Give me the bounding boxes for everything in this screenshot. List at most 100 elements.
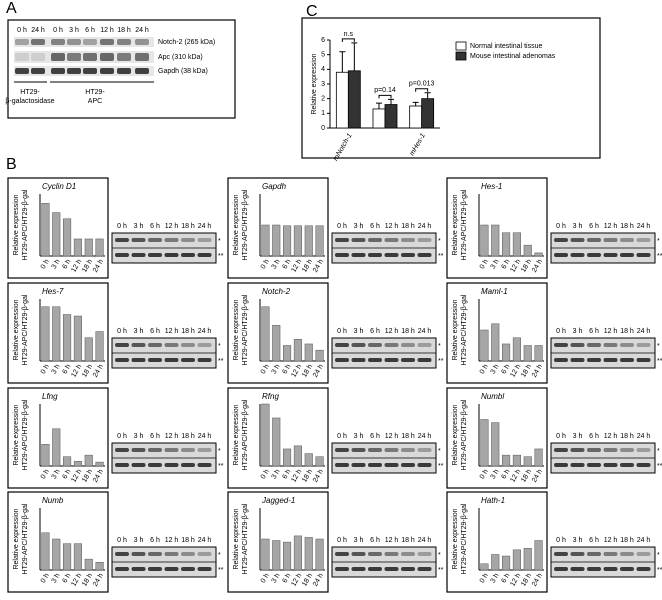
bar	[293, 225, 302, 257]
gel-band	[603, 448, 618, 452]
panel-label: B	[6, 156, 17, 173]
x-tick-label: 3 h	[51, 468, 62, 480]
gel-band	[603, 567, 618, 571]
gel-marker: *	[438, 448, 441, 455]
gel-band	[115, 238, 129, 242]
chart-title: Cyclin D1	[42, 182, 76, 191]
lane-label: 12 h	[100, 27, 114, 34]
x-tick-label: 6 h	[61, 363, 72, 375]
x-tick-label: 24 h	[531, 258, 544, 273]
x-tick-label: 24 h	[312, 468, 325, 483]
lane-label: 12 h	[385, 328, 399, 335]
group-label: HT29-	[20, 89, 40, 96]
gel-band	[384, 343, 399, 347]
lane-label: 0 h	[117, 223, 127, 230]
y-axis-label: HT29-APC/HT29-β-gal	[242, 294, 249, 365]
x-tick-label: 0 h	[260, 572, 271, 584]
y-axis-label: Relative expression	[13, 194, 20, 255]
y-axis-label: Relative expression	[311, 53, 318, 114]
x-tick-label: 24 h	[312, 572, 325, 587]
gel-band	[587, 448, 601, 452]
gel-band	[620, 552, 634, 556]
lane-label: 24 h	[31, 27, 45, 34]
bar	[73, 461, 82, 467]
gel-band	[384, 358, 399, 362]
gel-band	[401, 567, 415, 571]
gel-band	[603, 552, 618, 556]
y-axis-label: HT29-APC/HT29-β-gal	[461, 503, 468, 574]
chart-frame	[446, 177, 548, 279]
x-tick-label: 6 h	[281, 572, 292, 584]
lane-label: 6 h	[589, 223, 599, 230]
legend-label: Normal intestinal tissue	[470, 43, 542, 50]
lane-label: 3 h	[354, 328, 364, 335]
gel-marker: **	[438, 358, 444, 365]
y-axis-label: Relative expression	[233, 194, 240, 255]
blot-band	[31, 53, 45, 61]
blot-band	[135, 53, 149, 61]
bar	[95, 461, 104, 467]
gel-band	[181, 463, 195, 467]
gel-band	[131, 358, 146, 362]
gel-band	[164, 567, 179, 571]
chart-title: Jagged-1	[261, 496, 295, 505]
bar	[63, 456, 72, 467]
lane-label: 12 h	[385, 537, 399, 544]
lane-label: 3 h	[573, 537, 583, 544]
band-label: Notch-2 (265 kDa)	[158, 39, 215, 46]
error-bar	[424, 92, 431, 99]
legend-swatch	[455, 51, 467, 61]
error-bar	[376, 102, 382, 109]
bar	[335, 71, 349, 129]
lane-label: 6 h	[150, 223, 160, 230]
y-tick-label: 3	[321, 81, 325, 88]
bar	[502, 454, 511, 467]
x-tick-label: 0 h	[479, 258, 490, 270]
gel-band	[164, 253, 179, 257]
bar	[283, 345, 292, 362]
gel-band	[554, 358, 568, 362]
blot-band	[83, 39, 97, 45]
gel-band	[636, 463, 651, 467]
bar	[73, 543, 82, 571]
gel-band	[181, 343, 195, 347]
gel-band	[335, 567, 349, 571]
lane-label: 18 h	[620, 328, 634, 335]
x-tick-label: 0 h	[40, 572, 51, 584]
gel-marker: *	[657, 448, 660, 455]
gel-band	[554, 343, 568, 347]
gel-band	[603, 358, 618, 362]
gel-band	[115, 448, 129, 452]
y-tick-label: 5	[321, 52, 325, 59]
x-tick-label: 0 h	[40, 468, 51, 480]
gel-band	[368, 463, 382, 467]
gel-band	[335, 552, 349, 556]
gel-marker: **	[657, 567, 662, 574]
lane-label: 24 h	[637, 537, 651, 544]
gel-band	[636, 448, 651, 452]
bar	[315, 349, 324, 362]
gel-band	[620, 448, 634, 452]
gel-band	[351, 552, 366, 556]
chart-frame	[446, 282, 548, 384]
annotation: n.s	[344, 31, 354, 38]
gel-band	[384, 552, 399, 556]
gel-band	[148, 463, 162, 467]
gel-band	[603, 238, 618, 242]
lane-label: 6 h	[370, 223, 380, 230]
lane-label: 12 h	[165, 537, 179, 544]
x-tick-label: 3 h	[490, 468, 501, 480]
gel-band	[570, 448, 585, 452]
gel-band	[384, 463, 399, 467]
gel-band	[335, 253, 349, 257]
gel-band	[131, 253, 146, 257]
gel-band	[401, 238, 415, 242]
x-tick-label: 6 h	[500, 363, 511, 375]
x-tick-label: 6 h	[281, 258, 292, 270]
lane-label: 24 h	[198, 328, 212, 335]
bar	[63, 314, 72, 362]
gel-band	[570, 343, 585, 347]
gel-marker: **	[438, 463, 444, 470]
y-axis-label: Relative expression	[233, 299, 240, 360]
x-tick-label: 6 h	[61, 572, 72, 584]
